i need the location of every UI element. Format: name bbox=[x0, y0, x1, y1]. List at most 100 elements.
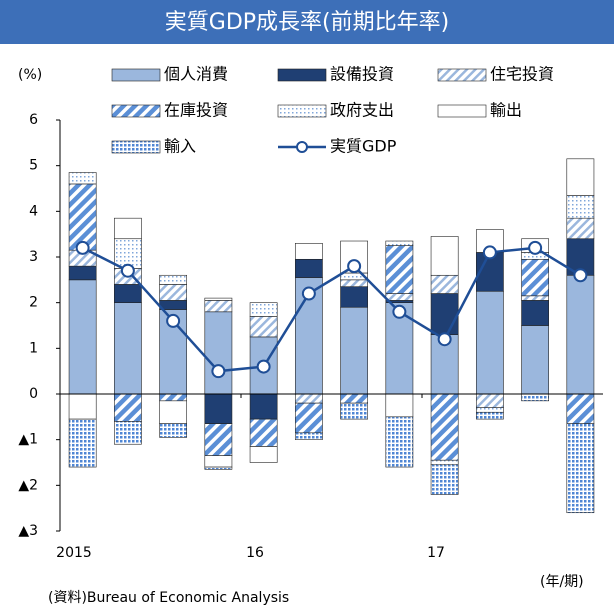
legend-swatch bbox=[111, 104, 161, 118]
x-tick-label: 17 bbox=[427, 545, 445, 561]
bar-segment bbox=[566, 217, 595, 240]
bar-segment bbox=[159, 393, 188, 402]
y-tick-label: 0 bbox=[29, 386, 38, 402]
bar-segment bbox=[159, 423, 188, 438]
gdp-line bbox=[82, 246, 582, 373]
bar-segment bbox=[430, 293, 459, 335]
bar-segment bbox=[204, 423, 233, 456]
bar-segment bbox=[159, 300, 188, 310]
bar-segment bbox=[294, 432, 323, 440]
bar-segment bbox=[114, 302, 142, 395]
bar-segment bbox=[294, 402, 323, 434]
bar-segment bbox=[340, 286, 368, 308]
legend-swatch bbox=[111, 140, 161, 154]
legend-label: 在庫投資 bbox=[164, 101, 228, 120]
bar-segment bbox=[159, 284, 188, 301]
bar-segment bbox=[114, 284, 142, 303]
bar-segment bbox=[340, 279, 368, 287]
bar-segment bbox=[114, 393, 142, 422]
bar-segment bbox=[430, 459, 459, 466]
y-tick-label: 2 bbox=[29, 295, 38, 311]
bar-segment bbox=[204, 300, 233, 313]
bar-segment bbox=[430, 236, 459, 276]
gdp-marker bbox=[482, 245, 497, 260]
bar-segment bbox=[249, 393, 278, 420]
bar-segment bbox=[159, 400, 188, 424]
bar-segment bbox=[68, 183, 97, 251]
legend-swatch bbox=[111, 68, 161, 82]
bar-segment bbox=[340, 306, 368, 395]
bar-segment bbox=[475, 407, 504, 413]
bar-segment bbox=[521, 258, 549, 297]
y-tick-label: 6 bbox=[29, 112, 38, 128]
bar-segment bbox=[204, 466, 233, 470]
y-tick-label: 3 bbox=[29, 249, 38, 265]
gdp-marker bbox=[120, 263, 135, 278]
title-band bbox=[0, 0, 614, 44]
legend-label: 設備投資 bbox=[330, 65, 394, 84]
bar-segment bbox=[249, 302, 278, 317]
legend-swatch bbox=[437, 104, 487, 118]
bar-segment bbox=[249, 418, 278, 447]
bar-segment bbox=[475, 393, 504, 408]
bar-segment bbox=[294, 243, 323, 260]
y-tick-label: ▲3 bbox=[18, 523, 38, 539]
bar-segment bbox=[430, 393, 459, 461]
bar-segment bbox=[294, 393, 323, 404]
legend-swatch bbox=[437, 68, 487, 82]
bar-segment bbox=[566, 423, 595, 514]
gdp-marker bbox=[392, 304, 407, 319]
bar-segment bbox=[68, 279, 97, 395]
bar-segment bbox=[566, 158, 595, 196]
bar-segment bbox=[521, 295, 549, 301]
bar-segment bbox=[68, 265, 97, 281]
bar-segment bbox=[68, 418, 97, 468]
bar-segment bbox=[475, 411, 504, 420]
bar-segment bbox=[204, 393, 233, 424]
bar-segment bbox=[114, 238, 142, 269]
bar-segment bbox=[340, 402, 368, 420]
chart-title: 実質GDP成長率(前期比年率) bbox=[165, 10, 449, 35]
gdp-marker bbox=[347, 259, 362, 274]
bar-segment bbox=[294, 258, 323, 278]
bar-segment bbox=[385, 240, 414, 246]
gdp-marker bbox=[166, 313, 181, 328]
legend-label: 輸出 bbox=[490, 101, 522, 120]
y-tick-label: 1 bbox=[29, 340, 38, 356]
legend-swatch bbox=[277, 68, 327, 82]
y-tick-label: 4 bbox=[29, 203, 38, 219]
bar-segment bbox=[521, 325, 549, 395]
bar-segment bbox=[204, 455, 233, 468]
x-axis-label: (年/期) bbox=[540, 574, 584, 590]
bar-segment bbox=[114, 421, 142, 445]
gdp-marker bbox=[211, 364, 226, 379]
bar-segment bbox=[566, 393, 595, 424]
bar-segment bbox=[68, 393, 97, 420]
gdp-marker bbox=[528, 240, 543, 255]
bar-segment bbox=[204, 297, 233, 301]
legend-marker bbox=[296, 141, 308, 153]
bar-segment bbox=[430, 274, 459, 294]
gdp-marker bbox=[301, 286, 316, 301]
bar-segment bbox=[385, 245, 414, 294]
y-tick-label: ▲1 bbox=[18, 432, 38, 448]
legend-swatch bbox=[277, 104, 327, 118]
bar-segment bbox=[430, 464, 459, 495]
bar-segment bbox=[521, 300, 549, 326]
bar-segment bbox=[159, 274, 188, 285]
bar-segment bbox=[340, 393, 368, 404]
bar-segment bbox=[385, 293, 414, 301]
bar-segment bbox=[249, 446, 278, 463]
x-tick-label: 16 bbox=[246, 545, 264, 561]
bar-segment bbox=[475, 290, 504, 395]
bar-segment bbox=[566, 195, 595, 219]
bar-segment bbox=[566, 274, 595, 395]
y-tick-label: ▲2 bbox=[18, 477, 38, 493]
gdp-marker bbox=[256, 359, 271, 374]
legend-label: 個人消費 bbox=[164, 65, 228, 84]
x-tick-label: 2015 bbox=[56, 545, 92, 561]
bar-segment bbox=[385, 416, 414, 468]
legend-label: 政府支出 bbox=[330, 101, 394, 120]
source: (資料)Bureau of Economic Analysis bbox=[48, 590, 289, 606]
